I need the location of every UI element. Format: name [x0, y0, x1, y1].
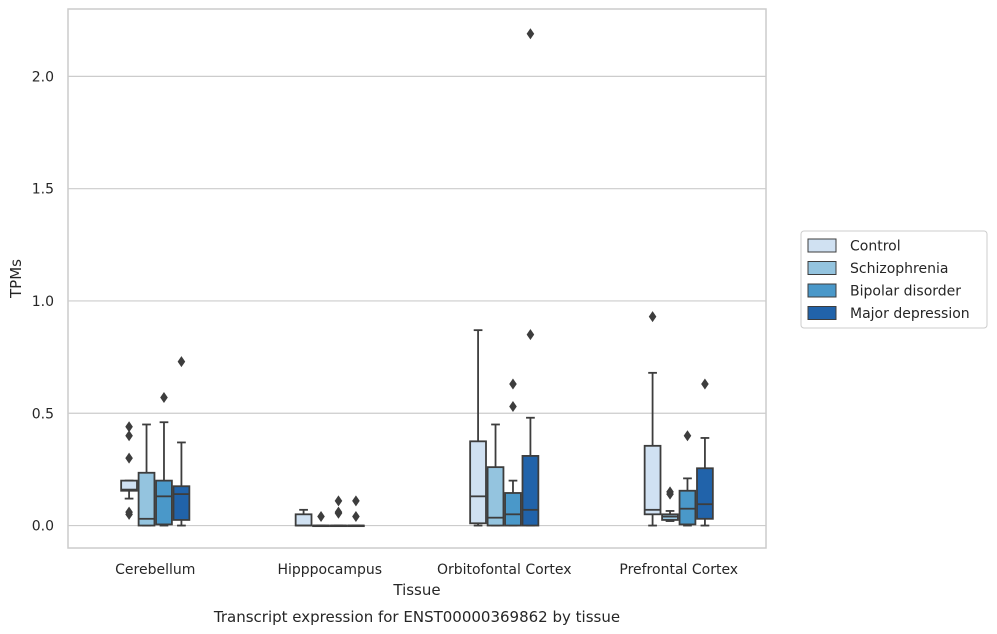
- legend: Control Schizophrenia Bipolar disorder Majo…: [800, 230, 988, 329]
- legend-label: Control: [850, 239, 901, 255]
- legend-label: Major depression: [850, 306, 970, 322]
- box-group: [678, 430, 697, 527]
- outlier-point: [125, 430, 133, 442]
- box: [696, 467, 714, 520]
- outlier-point: [666, 488, 674, 500]
- outlier-point: [317, 511, 325, 523]
- legend-label: Schizophrenia: [850, 261, 948, 277]
- x-tick-label: Orbitofontal Cortex: [437, 562, 572, 578]
- plot-frame: [67, 8, 767, 549]
- box: [521, 455, 540, 527]
- box-group: [329, 495, 348, 528]
- outlier-point: [509, 401, 517, 413]
- box-group: [469, 329, 487, 527]
- legend-frame: [800, 230, 988, 329]
- box-group: [294, 508, 313, 527]
- y-tick-label: 1.0: [32, 294, 54, 310]
- box-group: [696, 378, 714, 527]
- boxes-layer: [120, 28, 714, 528]
- x-tick-label: Cerebellum: [115, 562, 195, 578]
- legend-label: Bipolar disorder: [850, 284, 961, 300]
- outlier-point: [125, 508, 133, 520]
- y-tick-label: 0.5: [32, 406, 54, 422]
- outlier-point: [125, 421, 133, 433]
- box-group: [504, 378, 522, 527]
- chart-caption: Transcript expression for ENST0000036986…: [213, 608, 620, 626]
- outlier-point: [125, 452, 133, 464]
- box-group: [661, 486, 679, 522]
- legend-swatch: [807, 283, 837, 298]
- box-group: [137, 423, 156, 527]
- y-tick-labels: 0.0 0.5 1.0 1.5 2.0: [32, 69, 54, 534]
- x-tick-label: Prefrontal Cortex: [619, 562, 738, 578]
- x-axis-title: Tissue: [392, 581, 440, 599]
- box: [643, 444, 662, 516]
- outlier-point: [509, 378, 517, 390]
- box-group: [643, 311, 662, 527]
- outlier-point: [683, 430, 692, 442]
- outlier-point: [334, 507, 343, 519]
- box-group: [521, 28, 540, 527]
- outlier-point: [352, 495, 360, 507]
- outlier-point: [701, 378, 709, 390]
- box-group: [486, 423, 505, 527]
- legend-swatch: [807, 306, 837, 320]
- x-tick-labels: Cerebellum Hipppocampus Orbitofontal Corte…: [115, 562, 738, 578]
- box: [469, 440, 487, 525]
- outlier-point: [648, 311, 657, 323]
- x-tick-label: Hipppocampus: [277, 562, 382, 578]
- legend-swatch: [807, 238, 837, 253]
- box: [294, 513, 313, 527]
- y-tick-label: 0.0: [32, 519, 54, 535]
- box-group: [120, 421, 138, 520]
- y-axis-title: TPMs: [7, 259, 25, 299]
- outlier-point: [526, 329, 535, 341]
- legend-items: Control Schizophrenia Bipolar disorder Majo…: [807, 238, 970, 322]
- box: [120, 479, 138, 492]
- outlier-point: [526, 28, 535, 40]
- box: [486, 466, 505, 527]
- outlier-point: [334, 495, 343, 507]
- y-tick-label: 1.5: [32, 182, 54, 198]
- legend-swatch: [807, 261, 837, 275]
- box-group: [155, 392, 173, 527]
- box: [155, 479, 173, 526]
- box-group: [172, 356, 191, 527]
- y-tick-label: 2.0: [32, 69, 54, 85]
- box: [172, 485, 191, 521]
- box-group: [312, 511, 330, 528]
- box-group: [347, 495, 365, 528]
- outlier-point: [177, 356, 186, 368]
- box: [137, 471, 156, 527]
- box: [678, 489, 697, 526]
- outlier-point: [352, 511, 360, 523]
- box: [504, 492, 522, 527]
- outlier-point: [160, 392, 168, 404]
